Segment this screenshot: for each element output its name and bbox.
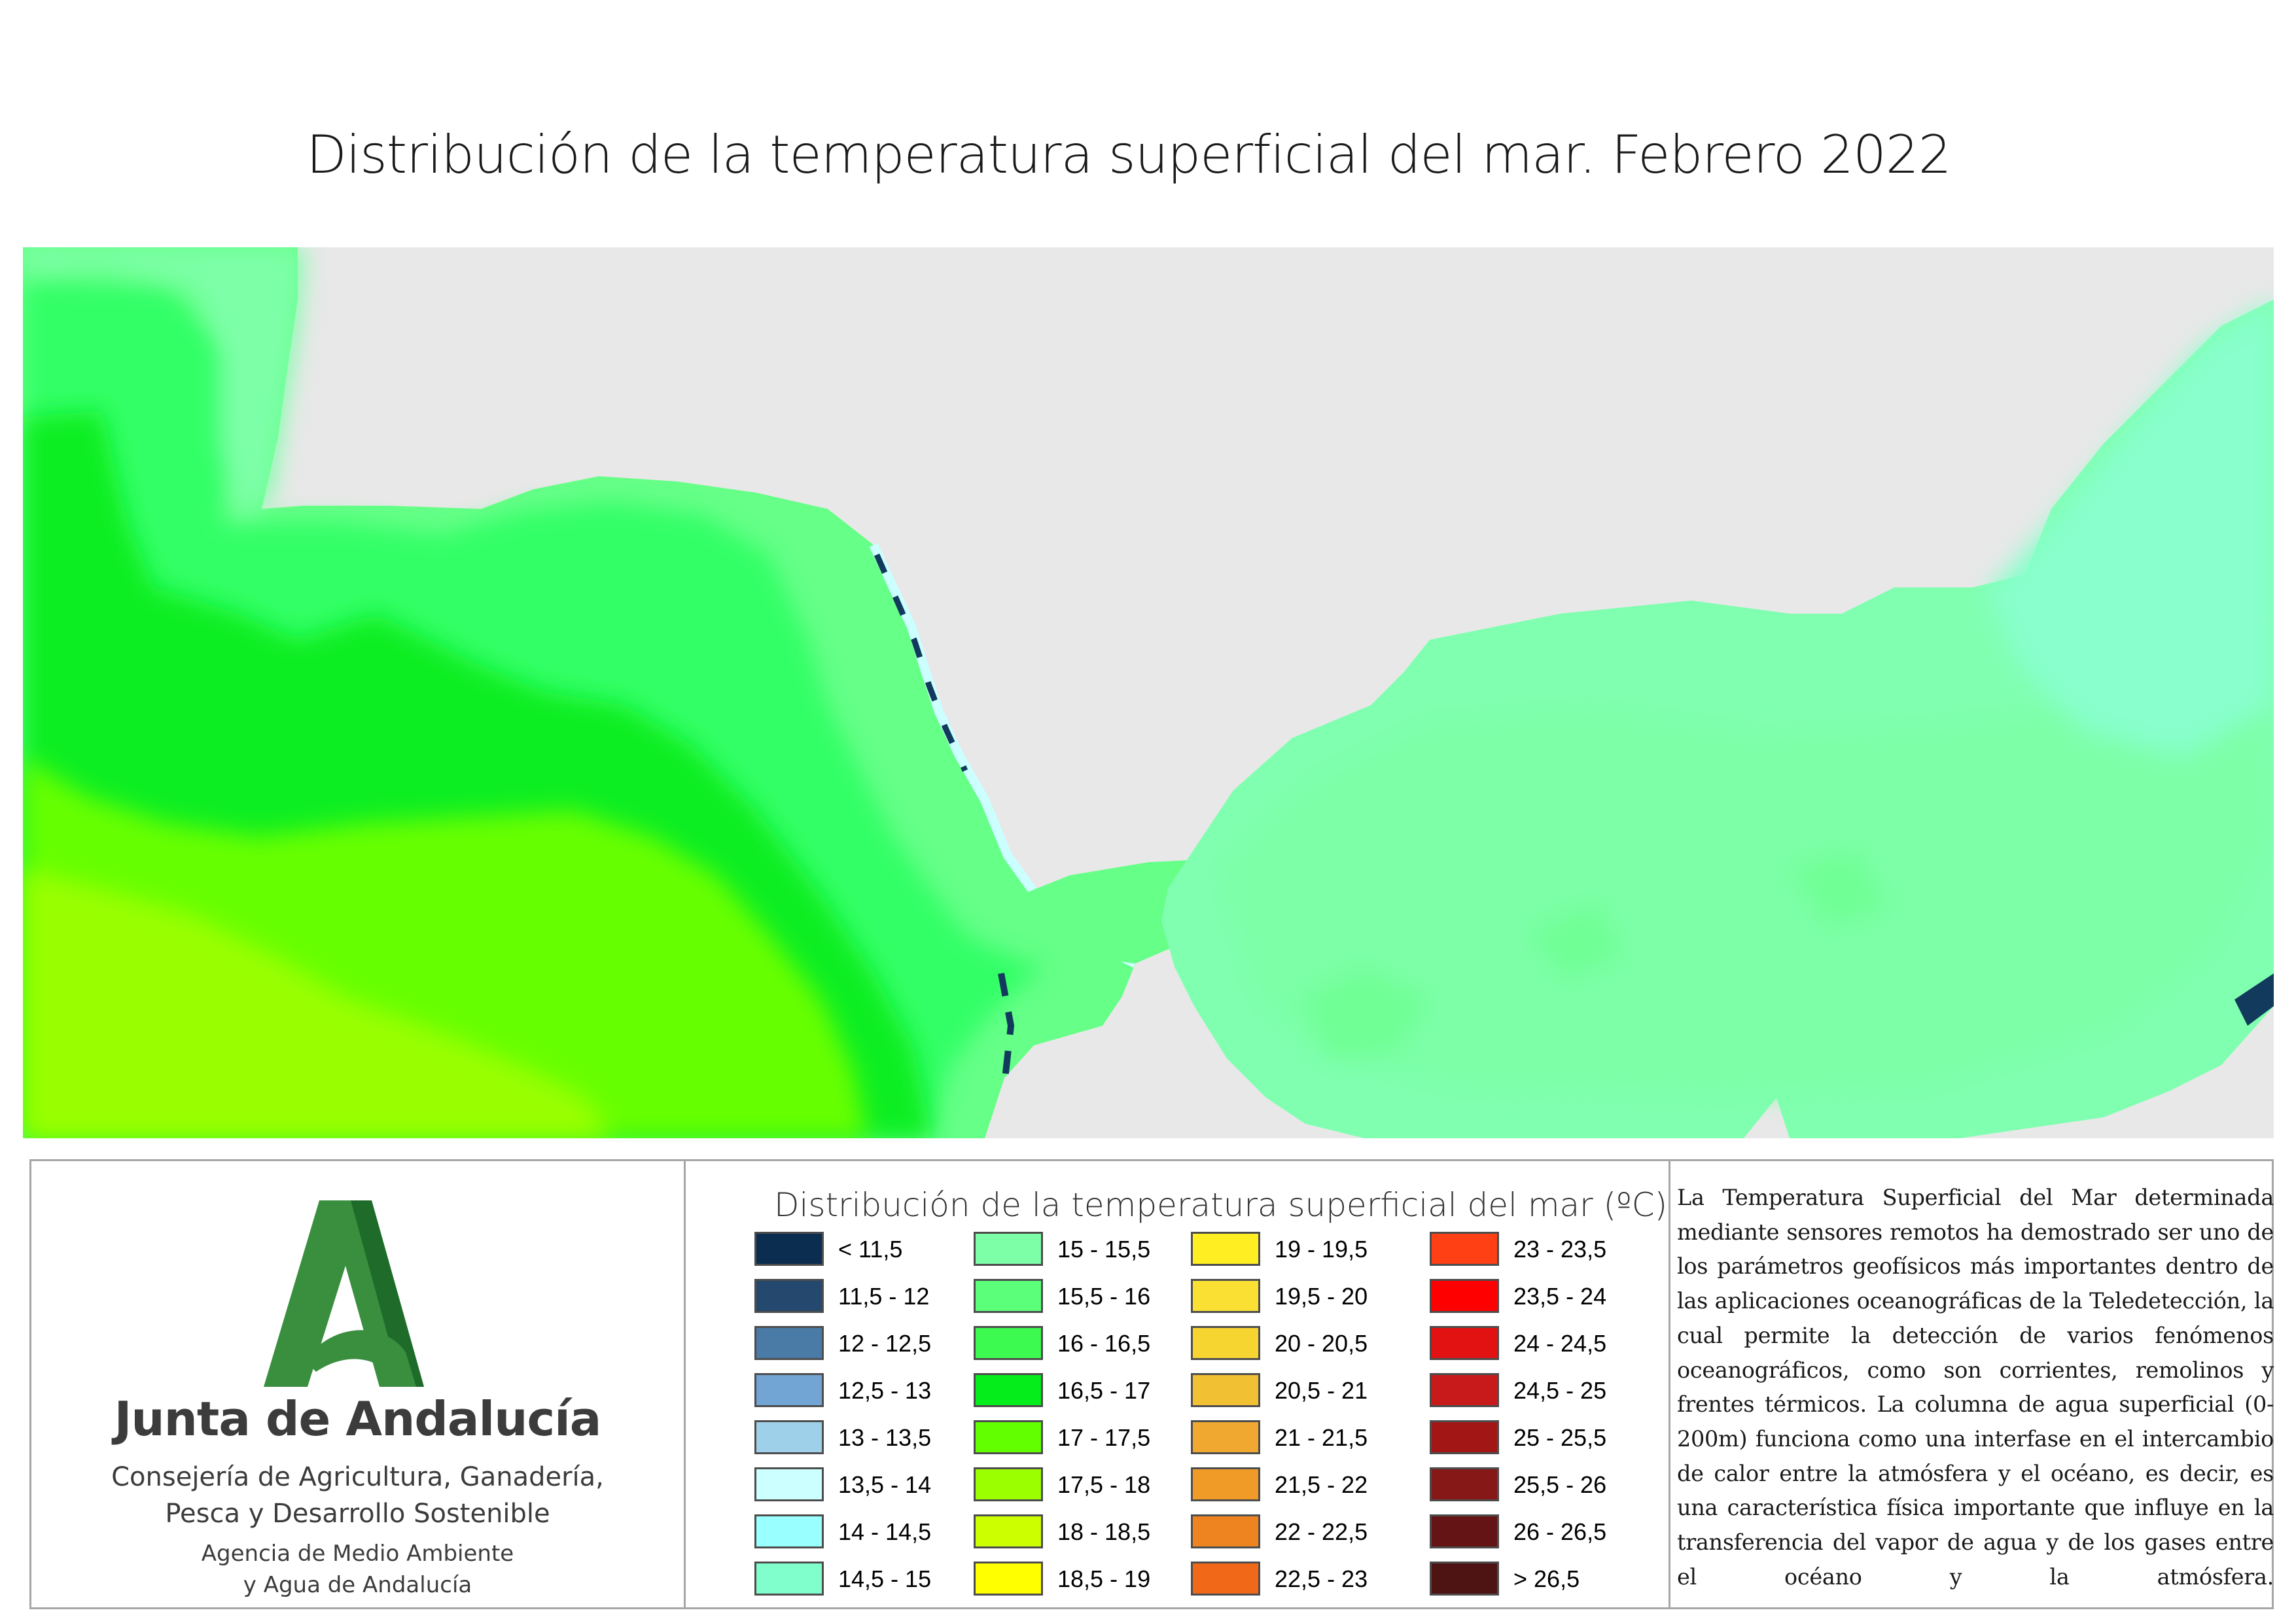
legend-label: 16 - 16,5: [1057, 1330, 1151, 1357]
legend-swatch: [1430, 1232, 1499, 1266]
legend-swatch: [754, 1373, 824, 1407]
legend-label: < 11,5: [838, 1236, 903, 1263]
legend-label: 26 - 26,5: [1513, 1518, 1607, 1545]
legend-swatch: [1191, 1232, 1260, 1266]
legend-swatch: [1191, 1467, 1260, 1501]
legend-label: 14 - 14,5: [838, 1518, 932, 1545]
legend-swatch: [974, 1467, 1043, 1501]
legend-swatch: [1191, 1562, 1260, 1596]
legend-swatch: [754, 1279, 824, 1313]
legend-label: 25 - 25,5: [1513, 1424, 1607, 1451]
legend-swatch: [974, 1279, 1043, 1313]
legend-label: 19,5 - 20: [1275, 1283, 1368, 1310]
mediterranean-sea: [1161, 300, 2274, 1138]
legend-title: Distribución de la temperatura superfici…: [774, 1186, 1668, 1224]
legend-label: > 26,5: [1513, 1565, 1580, 1592]
legend-swatch: [974, 1232, 1043, 1266]
mediterranean-edge-blue: [2234, 973, 2274, 1026]
legend-label: 16,5 - 17: [1057, 1377, 1151, 1404]
legend-swatch: [1191, 1279, 1260, 1313]
logo-arch: [305, 1330, 416, 1387]
legend-swatch: [1430, 1514, 1499, 1548]
legend-swatch: [1430, 1420, 1499, 1454]
legend-label: 23 - 23,5: [1513, 1236, 1607, 1263]
legend-swatch: [974, 1562, 1043, 1596]
legend-label: 11,5 - 12: [838, 1283, 930, 1310]
legend-label: 19 - 19,5: [1275, 1236, 1368, 1263]
legend-label: 15,5 - 16: [1057, 1283, 1151, 1310]
legend-label: 21 - 21,5: [1275, 1424, 1368, 1451]
legend-swatch: [974, 1420, 1043, 1454]
legend-swatch: [974, 1326, 1043, 1360]
legend-label: 20 - 20,5: [1275, 1330, 1368, 1357]
logo-panel: Junta de Andalucía Consejería de Agricul…: [31, 1161, 686, 1607]
description-panel: La Temperatura Superficial del Mar deter…: [1677, 1181, 2274, 1599]
legend-label: 12,5 - 13: [838, 1377, 932, 1404]
atlantic-outer-mint: [23, 247, 304, 522]
legend-label: 23,5 - 24: [1513, 1283, 1607, 1310]
agency-line: y Agua de Andalucía: [243, 1572, 472, 1598]
legend-swatch: [754, 1232, 824, 1266]
legend-swatch: [754, 1420, 824, 1454]
legend-swatch: [1430, 1562, 1499, 1596]
legend-swatch: [1430, 1373, 1499, 1407]
legend-label: 18,5 - 19: [1057, 1565, 1151, 1592]
legend-label: 25,5 - 26: [1513, 1471, 1607, 1498]
description-text: La Temperatura Superficial del Mar deter…: [1677, 1185, 2274, 1590]
department-line: Pesca y Desarrollo Sostenible: [165, 1499, 550, 1529]
department-line: Consejería de Agricultura, Ganadería,: [111, 1462, 604, 1492]
legend-label: 15 - 15,5: [1057, 1236, 1151, 1263]
mediterranean-patches: [1299, 849, 1888, 1058]
legend-label: 21,5 - 22: [1275, 1471, 1368, 1498]
legend-label: 13,5 - 14: [838, 1471, 932, 1498]
legend-label: 17 - 17,5: [1057, 1424, 1151, 1451]
mediterranean-core: [1214, 614, 2274, 1098]
legend-panel: Distribución de la temperatura superfici…: [686, 1161, 1670, 1607]
organization-name: Junta de Andalucía: [114, 1391, 602, 1446]
footer-panel: Junta de Andalucía Consejería de Agricul…: [29, 1159, 2274, 1609]
legend-label: 17,5 - 18: [1057, 1471, 1151, 1498]
legend-label: 14,5 - 15: [838, 1565, 932, 1592]
legend-swatch: [1430, 1279, 1499, 1313]
legend-label: 24 - 24,5: [1513, 1330, 1607, 1357]
sst-map: [23, 247, 2274, 1138]
legend-swatch: [974, 1514, 1043, 1548]
logo-a-shade: [351, 1200, 424, 1387]
legend-label: 20,5 - 21: [1275, 1377, 1368, 1404]
legend-label: 12 - 12,5: [838, 1330, 932, 1357]
legend-swatch: [1191, 1326, 1260, 1360]
legend-swatch: [1430, 1326, 1499, 1360]
legend-swatch: [754, 1514, 824, 1548]
legend-label: 18 - 18,5: [1057, 1518, 1151, 1545]
legend-swatch: [974, 1373, 1043, 1407]
junta-andalucia-logo: [264, 1200, 424, 1387]
legend-label: 22 - 22,5: [1275, 1518, 1368, 1545]
legend-label: 24,5 - 25: [1513, 1377, 1607, 1404]
strait-water: [1004, 859, 1214, 964]
legend-label: 13 - 13,5: [838, 1424, 932, 1451]
page-title: Distribución de la temperatura superfici…: [306, 124, 1951, 185]
atlantic-warmest: [23, 869, 612, 1138]
legend-label: 22,5 - 23: [1275, 1565, 1368, 1592]
legend-swatch: [754, 1326, 824, 1360]
mediterranean-east-mint: [1986, 300, 2274, 758]
legend-swatch: [1191, 1420, 1260, 1454]
legend-swatch: [1430, 1467, 1499, 1501]
legend-swatch: [754, 1562, 824, 1596]
legend-swatch: [1191, 1514, 1260, 1548]
atlantic-sea: [23, 247, 1135, 1138]
agency-line: Agencia de Medio Ambiente: [201, 1541, 514, 1567]
legend-swatch: [754, 1467, 824, 1501]
legend-swatch: [1191, 1373, 1260, 1407]
